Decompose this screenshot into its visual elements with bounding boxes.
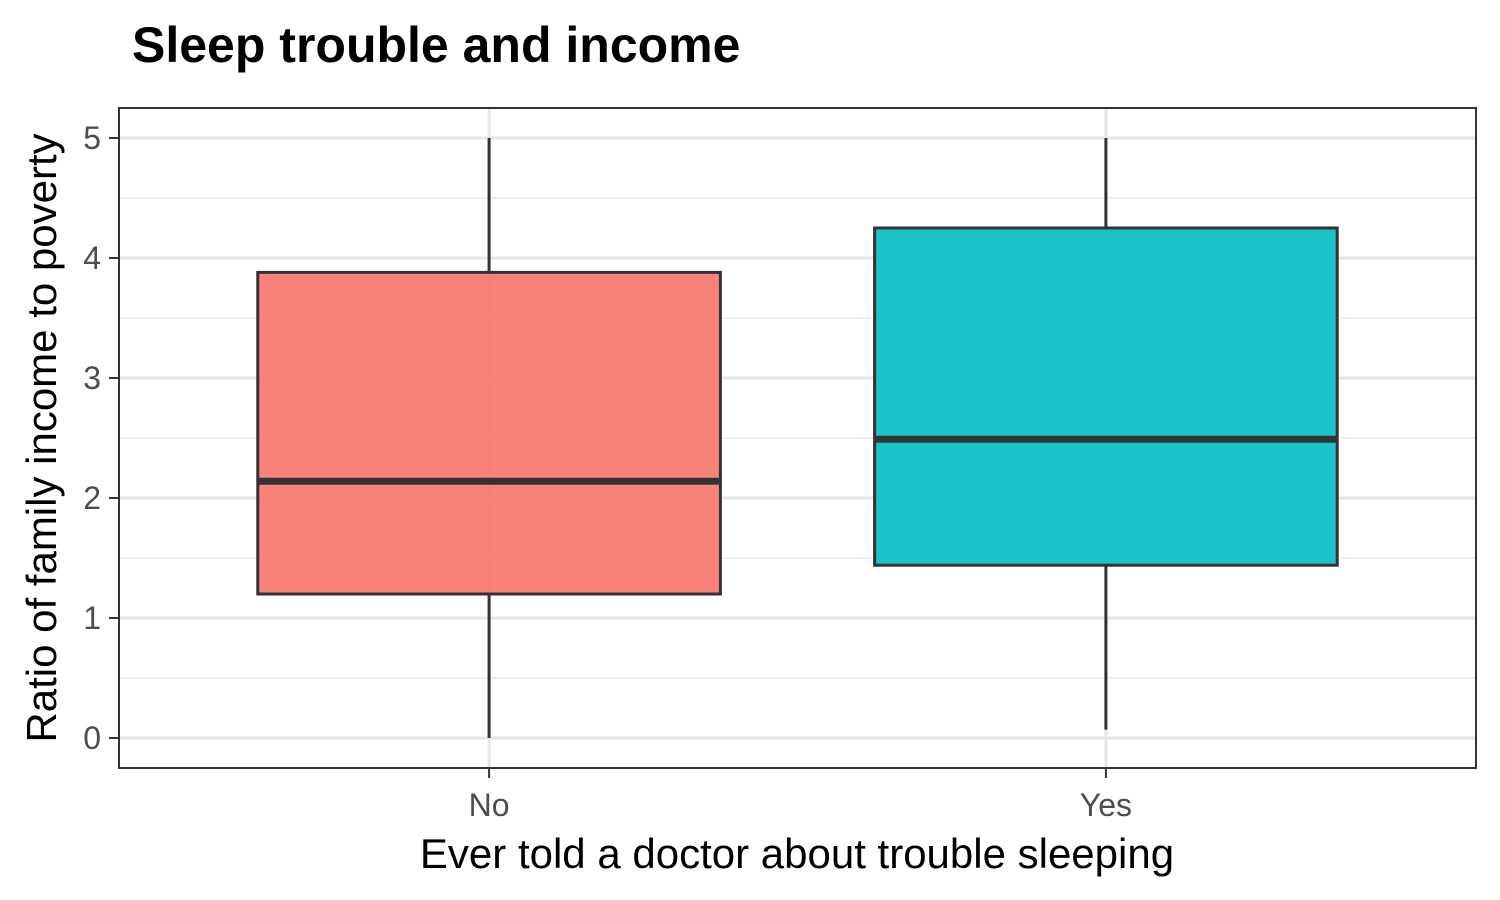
box-no: [256, 270, 722, 596]
y-tick-label: 5: [83, 120, 101, 156]
y-tick-label: 4: [83, 240, 101, 276]
y-tick-label: 1: [83, 600, 101, 636]
box-yes: [873, 226, 1339, 567]
x-axis-title: Ever told a doctor about trouble sleepin…: [420, 830, 1174, 877]
y-tick-label: 2: [83, 480, 101, 516]
whiskers: [487, 138, 1108, 738]
y-tick-label: 0: [83, 720, 101, 756]
plot-border: [118, 107, 1477, 769]
x-tick-label: Yes: [1080, 787, 1132, 823]
chart-title: Sleep trouble and income: [132, 17, 740, 73]
y-tick-label: 3: [83, 360, 101, 396]
boxes: [256, 226, 1339, 596]
axes: 0 1 2 3 4 5 No Yes: [83, 120, 1132, 823]
x-tick-label: No: [469, 787, 510, 823]
y-axis-title: Ratio of family income to poverty: [18, 133, 65, 742]
